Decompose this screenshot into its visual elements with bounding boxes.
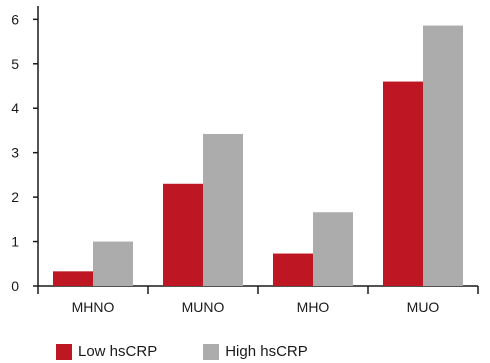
y-tick-label: 2: [11, 189, 19, 205]
y-tick-label: 1: [11, 234, 19, 250]
legend-item-high-hscrp: High hsCRP: [203, 343, 308, 360]
legend: Low hsCRP High hsCRP: [56, 343, 354, 360]
legend-item-low-hscrp: Low hsCRP: [56, 343, 157, 360]
y-tick-label: 3: [11, 145, 19, 161]
bar-low-muno: [163, 183, 203, 286]
y-tick-label: 4: [11, 100, 19, 116]
bar-high-muo: [423, 25, 463, 287]
bar-high-muno: [203, 134, 243, 286]
y-tick-label: 5: [11, 56, 19, 72]
bar-high-mho: [313, 212, 353, 286]
legend-swatch-low-hscrp: [56, 343, 72, 360]
bar-low-muo: [383, 81, 423, 286]
legend-label-low-hscrp: Low hsCRP: [78, 343, 158, 360]
bar-low-mho: [273, 253, 313, 286]
legend-label-high-hscrp: High hsCRP: [225, 343, 308, 360]
x-tick-label: MHO: [297, 299, 330, 315]
y-tick-label: 6: [11, 11, 19, 27]
x-tick-label: MHNO: [72, 299, 115, 315]
legend-swatch-high-hscrp: [203, 343, 220, 360]
y-tick-label: 0: [11, 278, 19, 294]
bar-high-mhno: [93, 241, 133, 286]
bars: [53, 25, 463, 287]
x-tick-label: MUNO: [182, 299, 225, 315]
x-tick-label: MUO: [407, 299, 440, 315]
bar-low-mhno: [53, 271, 93, 286]
tick-labels: 0 1 2 3 4 5 6 MHNO MUNO MHO MUO: [11, 11, 439, 315]
